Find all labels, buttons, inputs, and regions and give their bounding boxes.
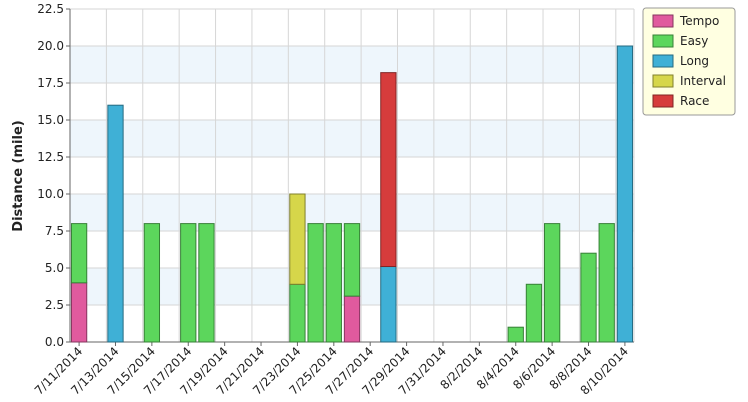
bar-segment <box>70 223 88 284</box>
legend-label: Interval <box>680 74 726 88</box>
bar-segment <box>180 223 197 343</box>
bar-segment <box>543 223 561 343</box>
bar-segment <box>107 104 124 343</box>
bar-segment <box>343 223 361 297</box>
y-tick-label: 15.0 <box>37 113 64 127</box>
legend-label: Long <box>680 54 709 68</box>
bar-segment <box>525 283 543 343</box>
bar-segment <box>307 223 324 343</box>
bar-segment <box>343 295 361 343</box>
bar-segment <box>598 223 615 343</box>
legend-swatch <box>652 54 674 68</box>
y-axis-label: Distance (mile) <box>11 120 26 231</box>
y-tick-label: 22.5 <box>37 2 64 16</box>
bar-segment <box>380 266 397 343</box>
bar-segment <box>289 283 306 343</box>
y-tick-label: 10.0 <box>37 187 64 201</box>
legend-label: Tempo <box>679 14 719 28</box>
bar-segment <box>70 282 88 343</box>
bar-segment <box>616 45 634 343</box>
legend-swatch <box>652 14 674 28</box>
bar-segment <box>198 223 215 343</box>
y-tick-label: 5.0 <box>45 261 64 275</box>
y-tick-label: 12.5 <box>37 150 64 164</box>
bar-segment <box>380 72 397 268</box>
bar-segment <box>143 223 161 343</box>
y-tick-label: 7.5 <box>45 224 64 238</box>
legend-swatch <box>652 94 674 108</box>
y-tick-label: 20.0 <box>37 39 64 53</box>
bar-segment <box>289 193 306 285</box>
bar-segment <box>325 223 342 343</box>
legend-label: Race <box>680 94 709 108</box>
plot-band <box>70 120 634 157</box>
bar-segment <box>507 326 524 343</box>
y-tick-label: 2.5 <box>45 298 64 312</box>
plot-band <box>70 46 634 83</box>
y-tick-label: 0.0 <box>45 335 64 349</box>
legend-label: Easy <box>680 34 708 48</box>
y-tick-label: 17.5 <box>37 76 64 90</box>
bar-segment <box>580 252 597 343</box>
legend-swatch <box>652 34 674 48</box>
legend-swatch <box>652 74 674 88</box>
